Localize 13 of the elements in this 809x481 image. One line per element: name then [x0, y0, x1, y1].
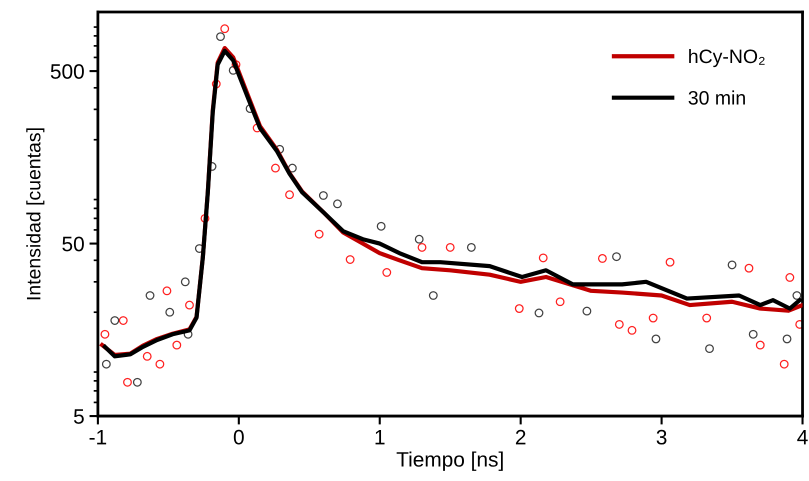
x-tick-label: 0 — [234, 430, 244, 445]
legend-label: 30 min — [688, 90, 745, 105]
y-tick-label: 500 — [50, 64, 84, 79]
y-tick-label: 5 — [74, 409, 84, 424]
y-axis-title: Intensidad [cuentas] — [26, 128, 44, 300]
legend-label: hCy-NO₂ — [689, 48, 765, 68]
x-tick-label: 4 — [797, 430, 808, 444]
x-tick-label: 2 — [516, 430, 526, 444]
x-axis-title: Tiempo [ns] — [396, 451, 503, 471]
y-tick-label: 50 — [62, 236, 84, 252]
x-tick-label: 1 — [376, 430, 385, 444]
x-tick-label: -1 — [90, 430, 106, 444]
x-tick-label: 3 — [656, 430, 666, 445]
